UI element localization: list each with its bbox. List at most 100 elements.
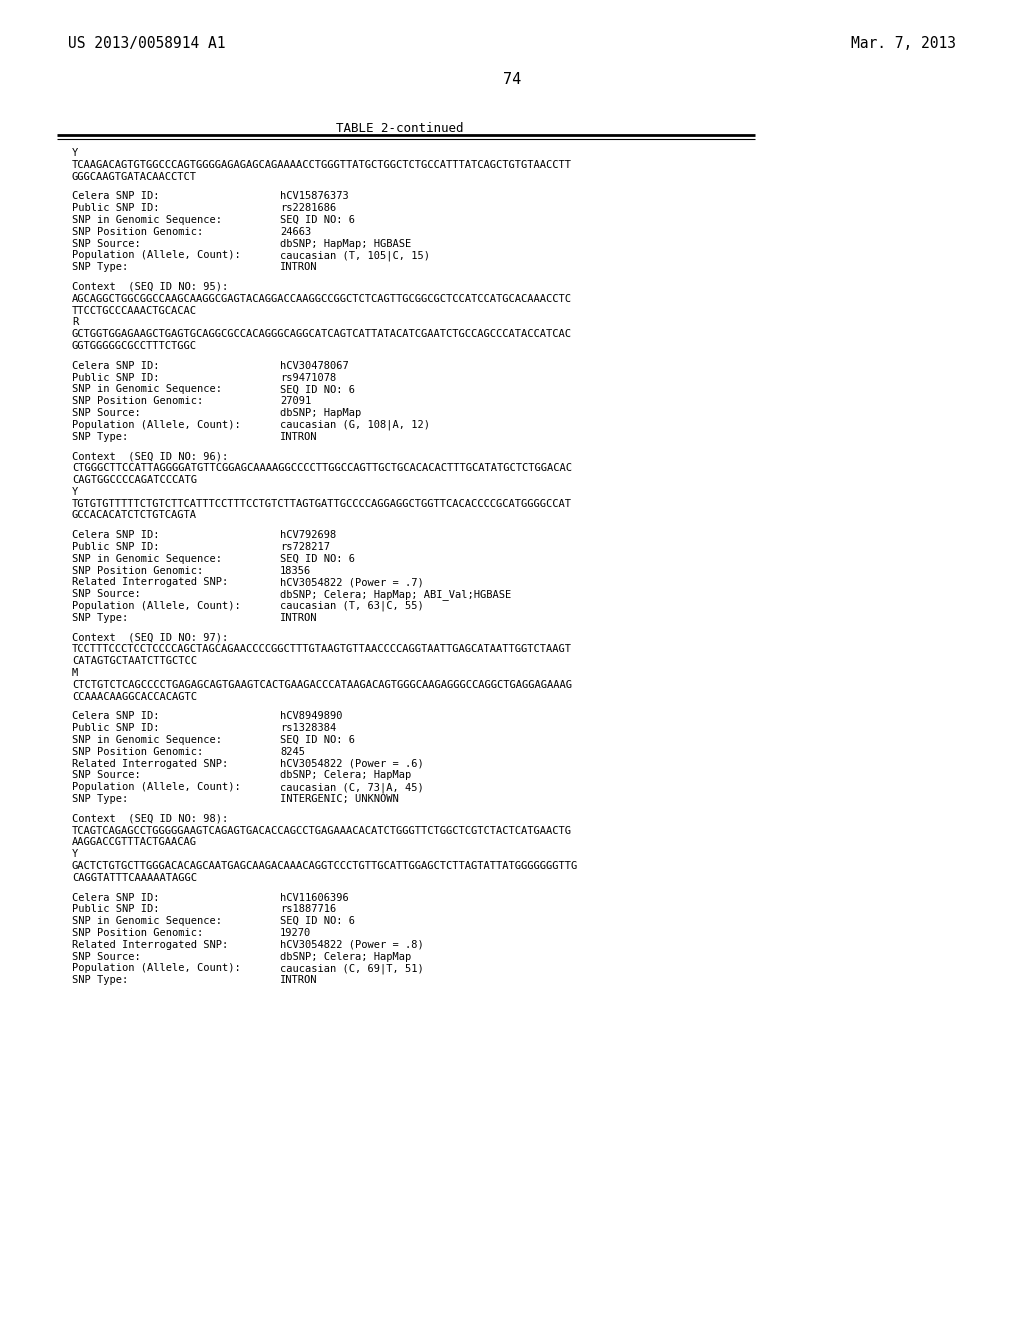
Text: SNP in Genomic Sequence:: SNP in Genomic Sequence: [72,916,222,927]
Text: INTRON: INTRON [280,975,317,985]
Text: AGCAGGCTGGCGGCCAAGCAAGGCGAGTACAGGACCAAGGCCGGCTCTCAGTTGCGGCGCTCCATCCATGCACAAACCTC: AGCAGGCTGGCGGCCAAGCAAGGCGAGTACAGGACCAAGG… [72,294,572,304]
Text: dbSNP; Celera; HapMap; ABI_Val;HGBASE: dbSNP; Celera; HapMap; ABI_Val;HGBASE [280,589,511,601]
Text: dbSNP; Celera; HapMap: dbSNP; Celera; HapMap [280,952,412,961]
Text: GCCACACATCTCTGTCAGTA: GCCACACATCTCTGTCAGTA [72,511,197,520]
Text: 19270: 19270 [280,928,311,939]
Text: dbSNP; HapMap; HGBASE: dbSNP; HapMap; HGBASE [280,239,412,248]
Text: GACTCTGTGCTTGGGACACAGCAATGAGCAAGACAAACAGGTCCCTGTTGCATTGGAGCTCTTAGTATTATGGGGGGGTT: GACTCTGTGCTTGGGACACAGCAATGAGCAAGACAAACAG… [72,861,579,871]
Text: TCCTTTCCCTCCTCCCCAGCTAGCAGAACCCCGGCTTTGTAAGTGTTAACCCCAGGTAATTGAGCATAATTGGTCTAAGT: TCCTTTCCCTCCTCCCCAGCTAGCAGAACCCCGGCTTTGT… [72,644,572,655]
Text: Context  (SEQ ID NO: 97):: Context (SEQ ID NO: 97): [72,632,228,643]
Text: Public SNP ID:: Public SNP ID: [72,904,160,915]
Text: TCAAGACAGTGTGGCCCAGTGGGGAGAGAGCAGAAAACCTGGGTTATGCTGGCTCTGCCATTTATCAGCTGTGTAACCTT: TCAAGACAGTGTGGCCCAGTGGGGAGAGAGCAGAAAACCT… [72,160,572,170]
Text: Population (Allele, Count):: Population (Allele, Count): [72,601,241,611]
Text: Y: Y [72,148,78,158]
Text: INTRON: INTRON [280,263,317,272]
Text: 18356: 18356 [280,565,311,576]
Text: hCV15876373: hCV15876373 [280,191,349,202]
Text: SNP Position Genomic:: SNP Position Genomic: [72,227,203,236]
Text: Context  (SEQ ID NO: 96):: Context (SEQ ID NO: 96): [72,451,228,462]
Text: Public SNP ID:: Public SNP ID: [72,372,160,383]
Text: hCV30478067: hCV30478067 [280,360,349,371]
Text: CTCTGTCTCAGCCCCTGAGAGCAGTGAAGTCACTGAAGACCCATAAGACAGTGGGCAAGAGGGCCAGGCTGAGGAGAAAG: CTCTGTCTCAGCCCCTGAGAGCAGTGAAGTCACTGAAGAC… [72,680,572,690]
Text: SNP Source:: SNP Source: [72,408,140,418]
Text: AAGGACCGTTTACTGAACAG: AAGGACCGTTTACTGAACAG [72,837,197,847]
Text: Celera SNP ID:: Celera SNP ID: [72,360,160,371]
Text: SNP in Genomic Sequence:: SNP in Genomic Sequence: [72,215,222,224]
Text: 74: 74 [503,73,521,87]
Text: M: M [72,668,78,678]
Text: hCV11606396: hCV11606396 [280,892,349,903]
Text: Celera SNP ID:: Celera SNP ID: [72,711,160,722]
Text: CATAGTGCTAATCTTGCTCC: CATAGTGCTAATCTTGCTCC [72,656,197,667]
Text: CCAAACAAGGCACCACAGTC: CCAAACAAGGCACCACAGTC [72,692,197,702]
Text: TCAGTCAGAGCCTGGGGGAAGTCAGAGTGACACCAGCCTGAGAAACACATCTGGGTTCTGGCTCGTCTACTCATGAACTG: TCAGTCAGAGCCTGGGGGAAGTCAGAGTGACACCAGCCTG… [72,825,572,836]
Text: 24663: 24663 [280,227,311,236]
Text: Population (Allele, Count):: Population (Allele, Count): [72,420,241,430]
Text: Related Interrogated SNP:: Related Interrogated SNP: [72,940,228,950]
Text: SNP in Genomic Sequence:: SNP in Genomic Sequence: [72,554,222,564]
Text: TGTGTGTTTTTCTGTCTTCATTTCCTTTCCTGTCTTAGTGATTGCCCCAGGAGGCTGGTTCACACCCCGCATGGGGCCAT: TGTGTGTTTTTCTGTCTTCATTTCCTTTCCTGTCTTAGTG… [72,499,572,508]
Text: Population (Allele, Count):: Population (Allele, Count): [72,783,241,792]
Text: caucasian (C, 73|A, 45): caucasian (C, 73|A, 45) [280,783,424,793]
Text: SNP Source:: SNP Source: [72,771,140,780]
Text: rs1328384: rs1328384 [280,723,336,733]
Text: GCTGGTGGAGAAGCTGAGTGCAGGCGCCACAGGGCAGGCATCAGTCATTATACATCGAATCTGCCAGCCCATACCATCAC: GCTGGTGGAGAAGCTGAGTGCAGGCGCCACAGGGCAGGCA… [72,329,572,339]
Text: hCV3054822 (Power = .6): hCV3054822 (Power = .6) [280,759,424,768]
Text: hCV8949890: hCV8949890 [280,711,342,722]
Text: CAGGTATTTCAAAAATAGGC: CAGGTATTTCAAAAATAGGC [72,873,197,883]
Text: US 2013/0058914 A1: US 2013/0058914 A1 [68,36,225,51]
Text: rs9471078: rs9471078 [280,372,336,383]
Text: TABLE 2-continued: TABLE 2-continued [336,121,464,135]
Text: INTERGENIC; UNKNOWN: INTERGENIC; UNKNOWN [280,795,398,804]
Text: Context  (SEQ ID NO: 95):: Context (SEQ ID NO: 95): [72,282,228,292]
Text: hCV792698: hCV792698 [280,531,336,540]
Text: GGTGGGGGCGCCTTTCTGGC: GGTGGGGGCGCCTTTCTGGC [72,341,197,351]
Text: 8245: 8245 [280,747,305,756]
Text: SEQ ID NO: 6: SEQ ID NO: 6 [280,735,355,744]
Text: SNP Position Genomic:: SNP Position Genomic: [72,747,203,756]
Text: Y: Y [72,849,78,859]
Text: caucasian (T, 63|C, 55): caucasian (T, 63|C, 55) [280,601,424,611]
Text: SNP in Genomic Sequence:: SNP in Genomic Sequence: [72,384,222,395]
Text: TTCCTGCCCAAACTGCACAC: TTCCTGCCCAAACTGCACAC [72,306,197,315]
Text: SNP Type:: SNP Type: [72,975,128,985]
Text: hCV3054822 (Power = .7): hCV3054822 (Power = .7) [280,577,424,587]
Text: SNP Position Genomic:: SNP Position Genomic: [72,396,203,407]
Text: Celera SNP ID:: Celera SNP ID: [72,191,160,202]
Text: CTGGGCTTCCATTAGGGGATGTTCGGAGCAAAAGGCCCCTTGGCCAGTTGCTGCACACACTTTGCATATGCTCTGGACAC: CTGGGCTTCCATTAGGGGATGTTCGGAGCAAAAGGCCCCT… [72,463,572,473]
Text: SNP Source:: SNP Source: [72,239,140,248]
Text: SNP Type:: SNP Type: [72,263,128,272]
Text: Related Interrogated SNP:: Related Interrogated SNP: [72,759,228,768]
Text: SNP Source:: SNP Source: [72,589,140,599]
Text: CAGTGGCCCCAGATCCCATG: CAGTGGCCCCAGATCCCATG [72,475,197,484]
Text: caucasian (C, 69|T, 51): caucasian (C, 69|T, 51) [280,964,424,974]
Text: Related Interrogated SNP:: Related Interrogated SNP: [72,577,228,587]
Text: Celera SNP ID:: Celera SNP ID: [72,892,160,903]
Text: dbSNP; Celera; HapMap: dbSNP; Celera; HapMap [280,771,412,780]
Text: caucasian (G, 108|A, 12): caucasian (G, 108|A, 12) [280,420,430,430]
Text: SEQ ID NO: 6: SEQ ID NO: 6 [280,916,355,927]
Text: rs1887716: rs1887716 [280,904,336,915]
Text: R: R [72,317,78,327]
Text: 27091: 27091 [280,396,311,407]
Text: INTRON: INTRON [280,612,317,623]
Text: caucasian (T, 105|C, 15): caucasian (T, 105|C, 15) [280,251,430,261]
Text: GGGCAAGTGATACAACCTCT: GGGCAAGTGATACAACCTCT [72,172,197,182]
Text: SNP Type:: SNP Type: [72,612,128,623]
Text: Celera SNP ID:: Celera SNP ID: [72,531,160,540]
Text: SNP Source:: SNP Source: [72,952,140,961]
Text: SNP Position Genomic:: SNP Position Genomic: [72,928,203,939]
Text: Public SNP ID:: Public SNP ID: [72,723,160,733]
Text: SNP Position Genomic:: SNP Position Genomic: [72,565,203,576]
Text: SEQ ID NO: 6: SEQ ID NO: 6 [280,554,355,564]
Text: SNP Type:: SNP Type: [72,432,128,442]
Text: Mar. 7, 2013: Mar. 7, 2013 [851,36,956,51]
Text: Public SNP ID:: Public SNP ID: [72,543,160,552]
Text: SNP Type:: SNP Type: [72,795,128,804]
Text: INTRON: INTRON [280,432,317,442]
Text: SEQ ID NO: 6: SEQ ID NO: 6 [280,215,355,224]
Text: rs2281686: rs2281686 [280,203,336,214]
Text: SNP in Genomic Sequence:: SNP in Genomic Sequence: [72,735,222,744]
Text: Population (Allele, Count):: Population (Allele, Count): [72,251,241,260]
Text: rs728217: rs728217 [280,543,330,552]
